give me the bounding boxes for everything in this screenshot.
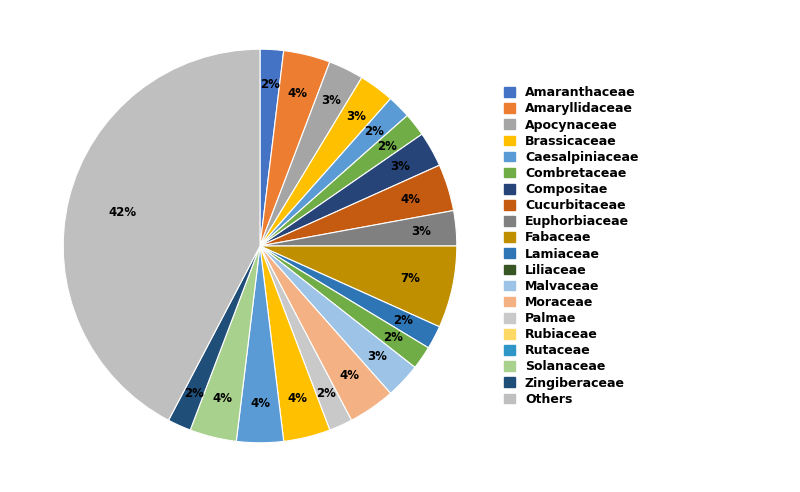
Text: 3%: 3%	[321, 94, 341, 107]
Wedge shape	[260, 211, 457, 246]
Wedge shape	[260, 246, 415, 393]
Wedge shape	[260, 62, 362, 246]
Wedge shape	[260, 49, 284, 246]
Wedge shape	[260, 99, 407, 246]
Wedge shape	[190, 246, 260, 441]
Wedge shape	[236, 246, 284, 443]
Wedge shape	[260, 134, 439, 246]
Legend: Amaranthaceae, Amaryllidaceae, Apocynaceae, Brassicaceae, Caesalpiniaceae, Combr: Amaranthaceae, Amaryllidaceae, Apocynace…	[502, 85, 640, 407]
Text: 2%: 2%	[377, 140, 397, 153]
Wedge shape	[260, 246, 439, 348]
Text: 4%: 4%	[288, 87, 308, 100]
Wedge shape	[260, 51, 330, 246]
Text: 2%: 2%	[393, 314, 413, 328]
Text: 3%: 3%	[390, 160, 410, 173]
Wedge shape	[260, 246, 429, 368]
Wedge shape	[260, 246, 457, 327]
Text: 7%: 7%	[400, 272, 420, 285]
Wedge shape	[260, 165, 454, 246]
Text: 4%: 4%	[250, 397, 270, 410]
Text: 2%: 2%	[364, 125, 384, 138]
Text: 3%: 3%	[346, 110, 366, 123]
Text: 42%: 42%	[108, 206, 137, 218]
Wedge shape	[260, 116, 422, 246]
Text: 2%: 2%	[316, 387, 336, 400]
Text: 3%: 3%	[367, 350, 387, 363]
Text: 2%: 2%	[184, 387, 204, 400]
Text: 4%: 4%	[400, 193, 420, 206]
Wedge shape	[260, 78, 390, 246]
Wedge shape	[260, 246, 390, 420]
Text: 4%: 4%	[212, 392, 232, 405]
Wedge shape	[260, 246, 330, 441]
Text: 4%: 4%	[288, 392, 308, 405]
Text: 4%: 4%	[339, 369, 359, 382]
Wedge shape	[169, 246, 260, 430]
Wedge shape	[63, 49, 260, 420]
Text: 3%: 3%	[410, 225, 430, 238]
Wedge shape	[260, 246, 351, 430]
Text: 2%: 2%	[260, 78, 280, 92]
Text: 2%: 2%	[383, 331, 402, 344]
